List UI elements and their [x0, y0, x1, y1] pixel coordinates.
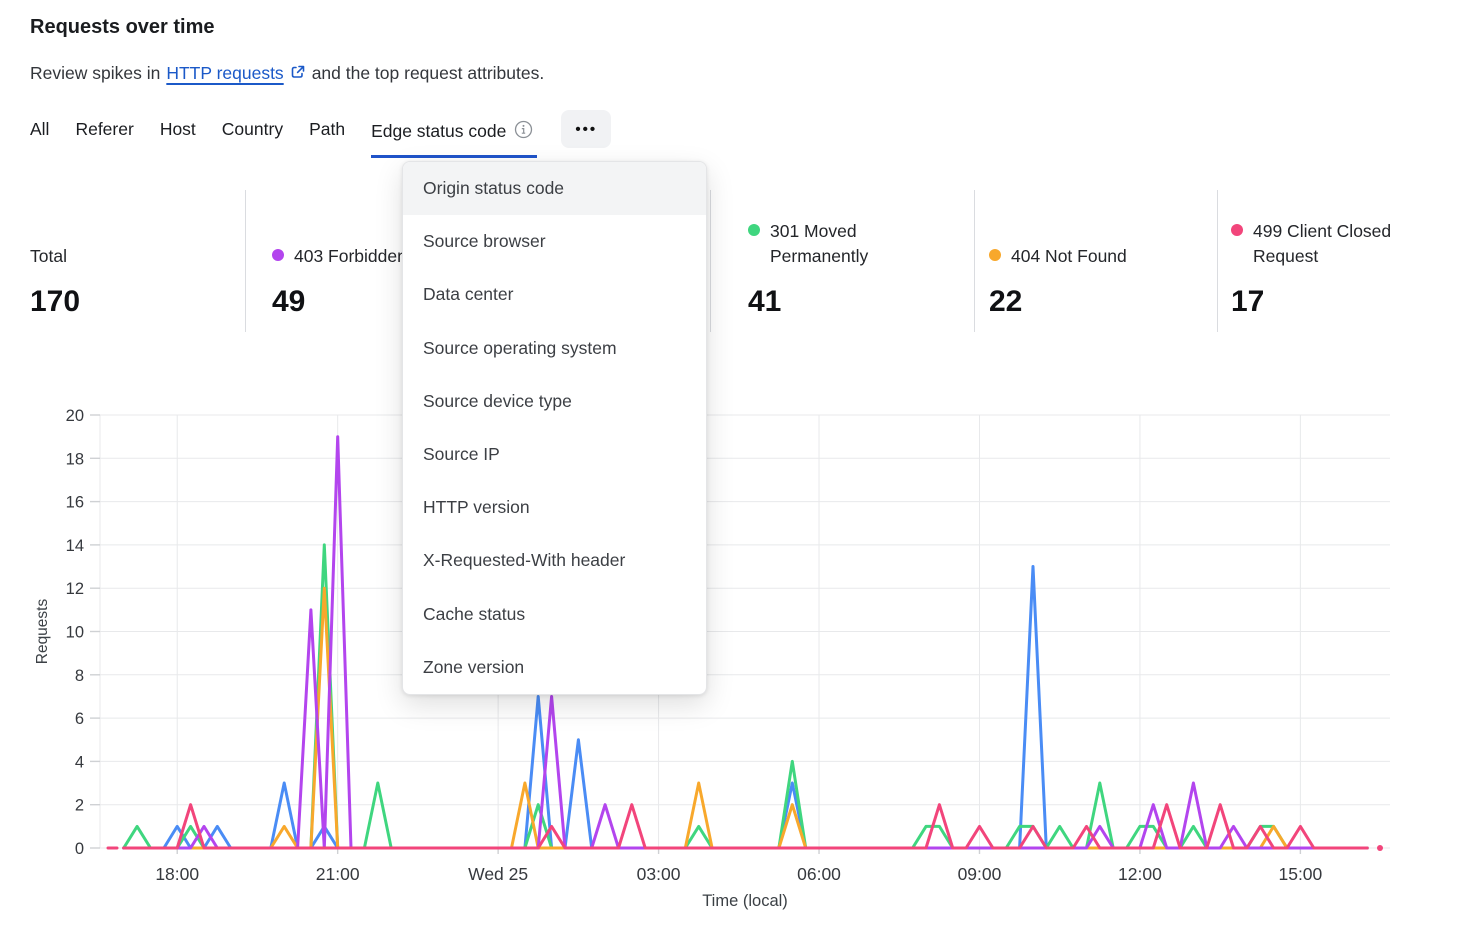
y-tick-label: 0 — [75, 840, 84, 858]
tab-edge-status-code[interactable]: Edge status code — [371, 119, 538, 158]
info-icon[interactable] — [514, 120, 533, 144]
series-499-client-closed-request — [122, 803, 1369, 850]
x-axis-title: Time (local) — [702, 892, 788, 910]
stat-403-value: 49 — [272, 285, 306, 318]
y-tick-label: 8 — [75, 667, 84, 685]
x-tick-label: 21:00 — [316, 864, 360, 884]
tab-referer[interactable]: Referer — [75, 119, 134, 139]
legend-dot-403 — [272, 249, 284, 261]
x-tick-label: 03:00 — [637, 864, 681, 884]
legend-dot-404 — [989, 249, 1001, 261]
y-tick-label: 4 — [75, 753, 84, 771]
tab-all[interactable]: All — [30, 119, 50, 139]
menu-item-source-ip[interactable]: Source IP — [423, 444, 500, 465]
stat-404-value: 22 — [989, 285, 1023, 318]
stat-301-value: 41 — [748, 285, 782, 318]
tab-host[interactable]: Host — [159, 119, 196, 139]
y-tick-label: 10 — [66, 624, 84, 642]
menu-item-cache-status[interactable]: Cache status — [423, 603, 526, 624]
requests-line-chart[interactable]: 18:00 21:00 Wed 25 03:00 06:00 09:00 12:00 15:0… — [0, 393, 1458, 933]
attribute-dropdown-menu: Origin status code Source browser Data c… — [402, 161, 707, 695]
stat-divider — [710, 190, 711, 332]
menu-item-x-requested-with-header[interactable]: X-Requested-With header — [423, 550, 626, 571]
x-tick-label: 18:00 — [155, 864, 199, 884]
menu-item-source-device-type[interactable]: Source device type — [423, 390, 572, 411]
menu-item-source-operating-system[interactable]: Source operating system — [423, 337, 617, 358]
tab-country[interactable]: Country — [221, 119, 284, 139]
stat-499-client-closed-request: 499 Client Closed Request 17 — [1231, 195, 1428, 319]
stat-499-value: 17 — [1231, 285, 1265, 318]
y-tick-label: 20 — [66, 407, 84, 425]
x-tick-label: 09:00 — [958, 864, 1002, 884]
stat-403-label: 403 Forbidden — [294, 246, 407, 266]
series-499-end-dot — [1377, 845, 1383, 851]
stat-404-not-found: 404 Not Found 22 — [989, 195, 1127, 319]
stat-404-label: 404 Not Found — [1011, 246, 1127, 266]
tab-path[interactable]: Path — [309, 119, 346, 139]
menu-item-source-browser[interactable]: Source browser — [423, 231, 546, 252]
legend-dot-301 — [748, 224, 760, 236]
attribute-tabs: All Referer Host Country Path Edge statu… — [30, 110, 612, 158]
stat-divider — [245, 190, 246, 332]
more-tabs-button[interactable]: ••• — [561, 110, 612, 148]
stat-total-value: 170 — [30, 285, 81, 318]
subtitle-prefix: Review spikes in — [30, 63, 161, 83]
menu-item-http-version[interactable]: HTTP version — [423, 497, 530, 518]
x-tick-label: Wed 25 — [468, 864, 528, 884]
tab-edge-status-code-label: Edge status code — [371, 121, 507, 141]
stat-301-moved-permanently: 301 Moved Permanently 41 — [748, 195, 902, 319]
series-403-forbidden — [122, 435, 1369, 850]
y-axis-title: Requests — [34, 599, 51, 665]
y-tick-label: 6 — [75, 710, 84, 728]
y-tick-label: 16 — [66, 494, 84, 512]
stat-499-label: 499 Client Closed Request — [1253, 221, 1392, 266]
stat-divider — [1217, 190, 1218, 332]
menu-item-data-center[interactable]: Data center — [423, 284, 514, 305]
page-title: Requests over time — [30, 16, 215, 38]
x-tick-label: 12:00 — [1118, 864, 1162, 884]
subtitle-suffix: and the top request attributes. — [311, 63, 545, 83]
y-tick-label: 12 — [66, 580, 84, 598]
y-tick-label: 14 — [66, 537, 84, 555]
stat-301-label: 301 Moved Permanently — [770, 221, 869, 266]
series-301-moved-permanently — [122, 543, 1369, 850]
stat-divider — [974, 190, 975, 332]
menu-item-origin-status-code[interactable]: Origin status code — [403, 162, 706, 216]
y-tick-label: 2 — [75, 797, 84, 815]
subtitle: Review spikes in HTTP requests and the t… — [30, 62, 544, 85]
x-tick-label: 15:00 — [1278, 864, 1322, 884]
external-link-icon — [290, 64, 306, 85]
http-requests-link[interactable]: HTTP requests — [166, 63, 284, 83]
stat-403-forbidden: 403 Forbidden 49 — [272, 195, 407, 319]
x-tick-label: 06:00 — [797, 864, 841, 884]
menu-item-zone-version[interactable]: Zone version — [423, 656, 525, 677]
stat-total: Total 170 — [30, 195, 80, 319]
y-tick-label: 18 — [66, 450, 84, 468]
legend-dot-499 — [1231, 224, 1243, 236]
stat-total-label: Total — [30, 246, 67, 266]
